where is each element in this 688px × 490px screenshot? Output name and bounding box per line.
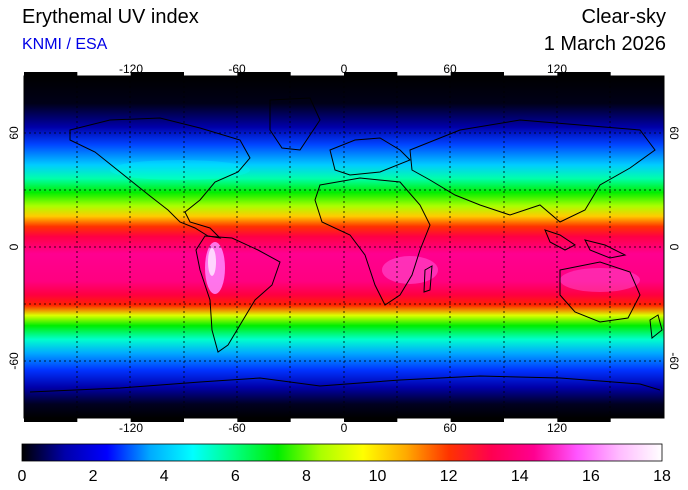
lon-tick-bottom: 0 — [341, 421, 348, 435]
colorbar-label: 4 — [160, 468, 169, 485]
lon-tick-bottom: 120 — [547, 421, 567, 435]
lat-tick-left: 0 — [7, 243, 21, 250]
frame-segment — [24, 72, 78, 76]
date-label: 1 March 2026 — [543, 33, 666, 55]
colorbar-label: 8 — [302, 468, 311, 485]
frame-segment — [450, 72, 504, 76]
colorbar-label: 18 — [653, 468, 671, 485]
lon-tick-top: 120 — [547, 62, 567, 76]
frame-segment — [557, 418, 611, 422]
lat-tick-right: 60 — [667, 126, 681, 140]
north-america-band — [110, 160, 250, 180]
colorbar — [21, 443, 663, 462]
lon-tick-top: -120 — [119, 62, 143, 76]
colorbar-label: 10 — [369, 468, 387, 485]
lat-tick-right: -60 — [667, 352, 681, 370]
lon-tick-top: 0 — [341, 62, 348, 76]
lon-labels-top: -120 -60 0 60 120 — [119, 62, 567, 76]
map-title: Erythemal UV index — [22, 6, 199, 28]
lat-labels-right: 60 0 -60 — [667, 126, 681, 370]
frame-segment — [237, 72, 291, 76]
lat-tick-right: 0 — [667, 244, 681, 251]
lon-labels-bottom: -120 -60 0 60 120 — [119, 421, 567, 435]
frame-segment — [557, 72, 611, 76]
andes-peak-patch — [208, 248, 216, 276]
colorbar-label: 16 — [582, 468, 600, 485]
lon-tick-bottom: 60 — [443, 421, 457, 435]
graticule — [24, 76, 664, 418]
colorbar-label: 6 — [231, 468, 240, 485]
africa-high-uv-patch — [382, 256, 438, 284]
frame-scale-bar — [24, 72, 611, 422]
product-label: Clear-sky — [581, 6, 666, 28]
lon-tick-bottom: -120 — [119, 421, 143, 435]
colorbar-labels: 0 2 4 6 8 10 12 14 16 18 — [18, 468, 671, 485]
lat-tick-left: 60 — [7, 126, 21, 140]
frame-segment — [237, 418, 291, 422]
frame-segment — [344, 72, 398, 76]
lon-tick-top: -60 — [228, 62, 246, 76]
lon-tick-bottom: -60 — [228, 421, 246, 435]
lat-tick-left: -60 — [7, 352, 21, 370]
frame-segment — [130, 72, 184, 76]
colorbar-label: 0 — [18, 468, 27, 485]
colorbar-label: 12 — [440, 468, 458, 485]
frame-segment — [450, 418, 504, 422]
frame-segment — [130, 418, 184, 422]
colorbar-label: 2 — [89, 468, 98, 485]
credit-label: KNMI / ESA — [22, 36, 108, 53]
lat-labels-left: 60 0 -60 — [7, 126, 21, 370]
coastlines — [29, 97, 663, 393]
australia-high-uv-patch — [560, 268, 640, 292]
lon-tick-top: 60 — [443, 62, 457, 76]
frame-segment — [24, 418, 78, 422]
colorbar-label: 14 — [511, 468, 529, 485]
frame-segment — [344, 418, 398, 422]
